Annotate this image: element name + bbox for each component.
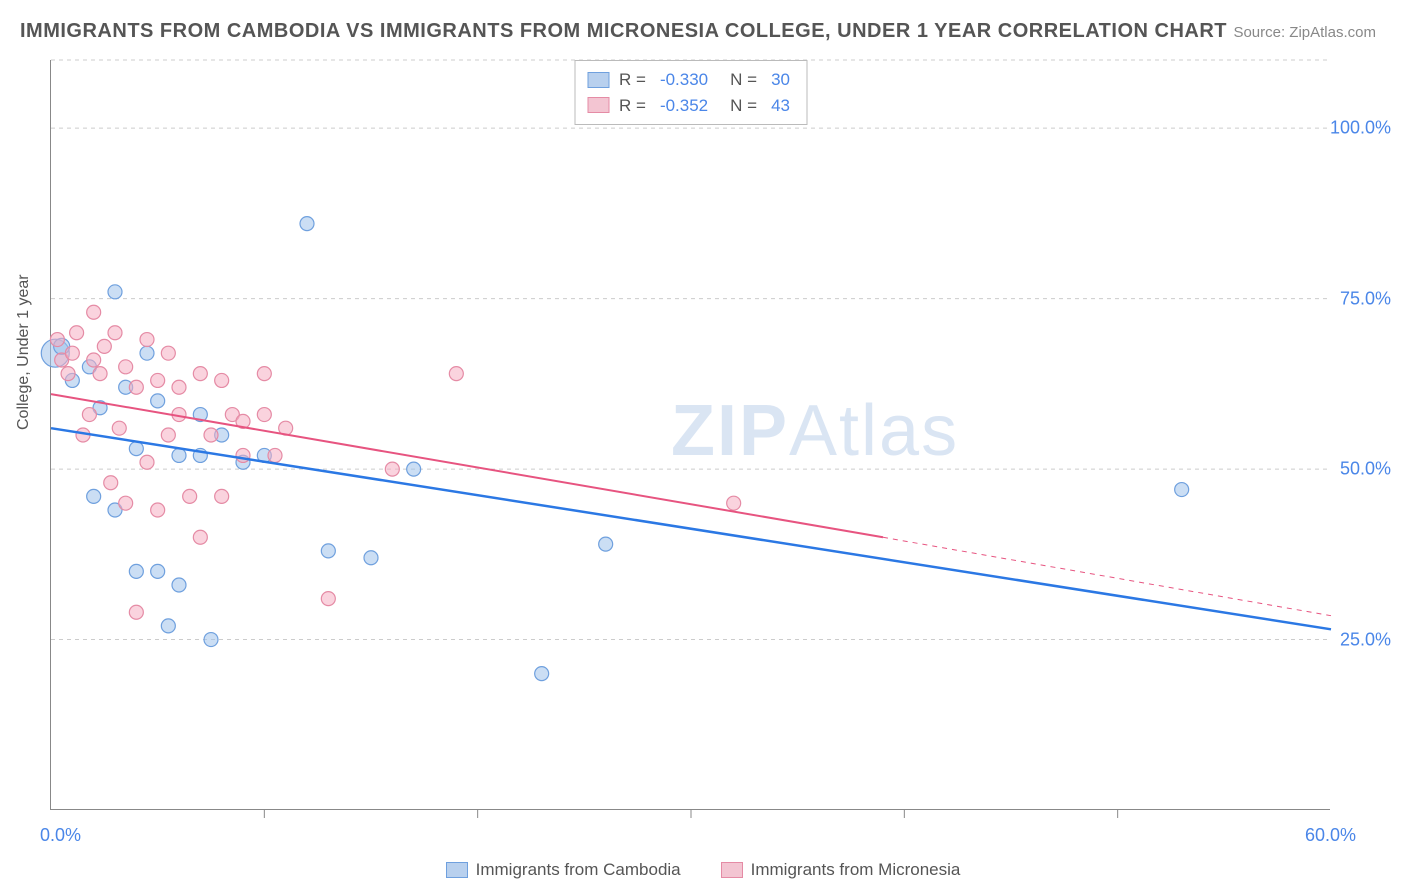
n-value: 43 (771, 93, 790, 119)
series-label: Immigrants from Micronesia (751, 860, 961, 880)
legend-swatch (587, 97, 609, 113)
plot-area: ZIPAtlas R =-0.330N =30R =-0.352N =43 (50, 60, 1330, 810)
legend-swatch (587, 72, 609, 88)
series-label: Immigrants from Cambodia (476, 860, 681, 880)
r-label: R = (619, 93, 646, 119)
n-label: N = (730, 67, 757, 93)
r-label: R = (619, 67, 646, 93)
chart-container: IMMIGRANTS FROM CAMBODIA VS IMMIGRANTS F… (0, 0, 1406, 892)
legend-swatch (721, 862, 743, 878)
source-label: Source: ZipAtlas.com (1233, 24, 1376, 41)
bottom-legend: Immigrants from Cambodia Immigrants from … (0, 860, 1406, 880)
x-tick-label: 0.0% (40, 825, 81, 846)
r-value: -0.330 (660, 67, 708, 93)
y-tick-label: 50.0% (1340, 459, 1391, 480)
chart-title: IMMIGRANTS FROM CAMBODIA VS IMMIGRANTS F… (20, 20, 1227, 43)
y-tick-label: 25.0% (1340, 629, 1391, 650)
x-tick-label: 60.0% (1305, 825, 1356, 846)
chart-svg (51, 60, 1330, 809)
n-label: N = (730, 93, 757, 119)
bottom-legend-entry: Immigrants from Micronesia (721, 860, 961, 880)
n-value: 30 (771, 67, 790, 93)
y-tick-label: 100.0% (1330, 118, 1391, 139)
stat-legend-row: R = -0.330 N = 30 (587, 67, 794, 93)
y-axis-title: College, Under 1 year (15, 274, 33, 430)
stat-legend: R = -0.330 N = 30 R = -0.352 N = 43 (574, 60, 807, 125)
bottom-legend-entry: Immigrants from Cambodia (446, 860, 681, 880)
r-value: -0.352 (660, 93, 708, 119)
y-tick-label: 75.0% (1340, 288, 1391, 309)
legend-swatch (446, 862, 468, 878)
stat-legend-row: R = -0.352 N = 43 (587, 93, 794, 119)
